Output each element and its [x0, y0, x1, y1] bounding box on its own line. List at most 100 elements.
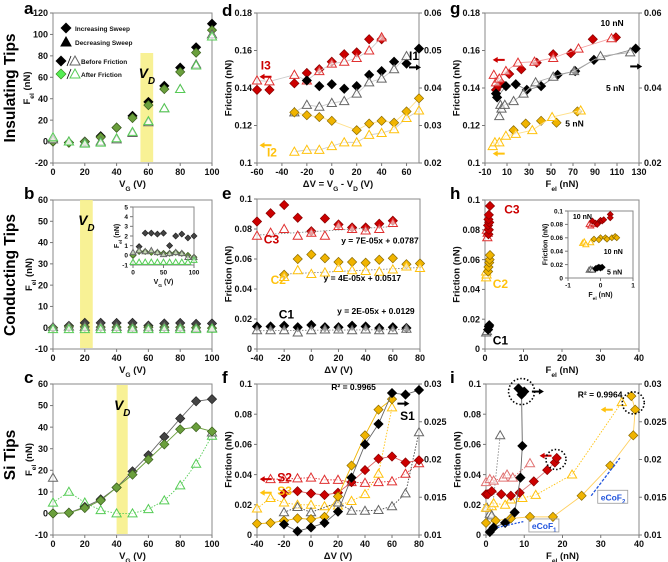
data-point-triangle [278, 324, 290, 335]
y-tick-label: 0.04 [463, 470, 481, 480]
x-axis-label: Fel (nN) [588, 292, 612, 302]
data-point-triangle [508, 95, 520, 106]
series-4 [251, 394, 398, 529]
y-axis-label: Friction (nN) [223, 246, 234, 302]
data-point-triangle [530, 76, 542, 87]
x-tick-label: 100 [204, 167, 219, 177]
x-tick-label: 0 [308, 539, 313, 549]
y-tick-label: 40 [38, 238, 48, 248]
data-point-diamond [332, 506, 344, 517]
series-1 [482, 200, 496, 240]
x-axis-label: ΔV (V) [324, 365, 352, 376]
x-tick-label: 20 [333, 539, 343, 549]
series-2 [129, 246, 198, 261]
data-point-diamond [314, 81, 325, 92]
data-point-triangle [305, 227, 317, 237]
y-tick-label: 0 [43, 137, 48, 147]
legend-diamond-icon [55, 68, 67, 80]
x-tick-label: 30 [524, 167, 534, 177]
arrow-left-icon [259, 489, 272, 496]
data-point-diamond [576, 490, 587, 501]
data-point-diamond [484, 320, 495, 331]
arrow-right-icon [409, 64, 422, 71]
x-axis-label: VG (V) [154, 279, 174, 289]
data-point-diamond [593, 220, 601, 228]
y-tick-label: 0 [476, 530, 481, 540]
data-point-triangle [510, 128, 522, 138]
x-axis-label: Fel (nN) [546, 551, 579, 562]
data-point-triangle [158, 494, 170, 505]
data-point-diamond [492, 92, 503, 103]
vd-band [116, 385, 128, 534]
y-tick-label: 0.06 [234, 254, 252, 264]
y-tick-label: 0.16 [462, 46, 480, 56]
data-point-triangle [507, 472, 519, 482]
data-point-triangle [174, 479, 186, 490]
legend-slash [66, 55, 72, 67]
series-5 [592, 263, 606, 273]
data-point-triangle [184, 258, 192, 265]
data-point-triangle [47, 131, 59, 142]
annotation-label: 5 nN [565, 118, 583, 128]
y-tick-label: 0.1 [239, 158, 252, 168]
data-point-diamond [292, 253, 303, 265]
data-point-diamond [265, 517, 276, 529]
y-tick-label: 20 [38, 465, 48, 475]
data-point-triangle [111, 323, 123, 334]
data-point-triangle [351, 88, 363, 98]
data-point-triangle [63, 135, 75, 146]
data-point-triangle [606, 32, 617, 43]
plot-area [52, 12, 213, 164]
chart-panel-d: -60 -40 -20 0 20 40 60 0.1 0.12 0.14 0.16 0.18 0.02 0… [223, 8, 441, 192]
data-point-triangle [190, 458, 202, 468]
data-point-triangle [338, 95, 350, 106]
series-line [485, 395, 636, 524]
plot-area [485, 383, 640, 536]
y-tick-label: 0.1 [468, 379, 481, 389]
vd-label: VD [139, 65, 155, 87]
y2-tick-label: 0.025 [424, 417, 447, 427]
series-1 [47, 25, 218, 148]
data-point-triangle [413, 104, 425, 115]
data-point-diamond [413, 384, 425, 396]
x-axis-label: VG (V) [119, 365, 146, 379]
y2-tick-label: 0.025 [644, 417, 667, 427]
series-line [294, 55, 407, 113]
y-axis-label: Friction (nN) [223, 431, 234, 487]
data-point-diamond [184, 234, 192, 242]
y-tick-label: 5 [124, 204, 128, 211]
data-point-triangle [373, 324, 385, 335]
data-point-diamond [613, 234, 621, 242]
data-point-triangle [500, 65, 512, 76]
data-point-triangle [147, 246, 156, 254]
data-point-diamond [111, 122, 122, 133]
data-point-triangle [547, 52, 559, 62]
panel-label-e: e [222, 184, 231, 203]
y-tick-label: 0.06 [550, 235, 563, 242]
annotation-label: eCoF1 [532, 521, 557, 534]
data-point-triangle [486, 509, 498, 520]
y-tick-label: 0.16 [234, 46, 252, 56]
data-point-diamond [346, 472, 357, 483]
data-point-diamond [483, 224, 494, 235]
data-point-triangle [288, 146, 300, 156]
data-point-diamond [400, 389, 411, 400]
data-point-diamond [500, 81, 511, 92]
data-point-triangle [501, 468, 513, 479]
panel-label-g: g [450, 0, 460, 18]
y-tick-label: 0.02 [462, 314, 480, 324]
y-axis-label: Fel (nN) [24, 258, 38, 291]
data-point-diamond [359, 439, 371, 450]
x-tick-label: -20 [278, 353, 291, 363]
legend-triangle-icon [69, 54, 81, 66]
data-point-triangle [251, 324, 263, 335]
y-axis-label: Friction (nN) [451, 246, 462, 302]
data-point-triangle [190, 59, 202, 70]
data-point-triangle [127, 507, 138, 518]
y-tick-label: 0.08 [550, 222, 563, 229]
y2-tick-label: 0.06 [424, 8, 442, 18]
series-3 [288, 50, 412, 117]
x-tick-label: 80 [175, 353, 185, 363]
